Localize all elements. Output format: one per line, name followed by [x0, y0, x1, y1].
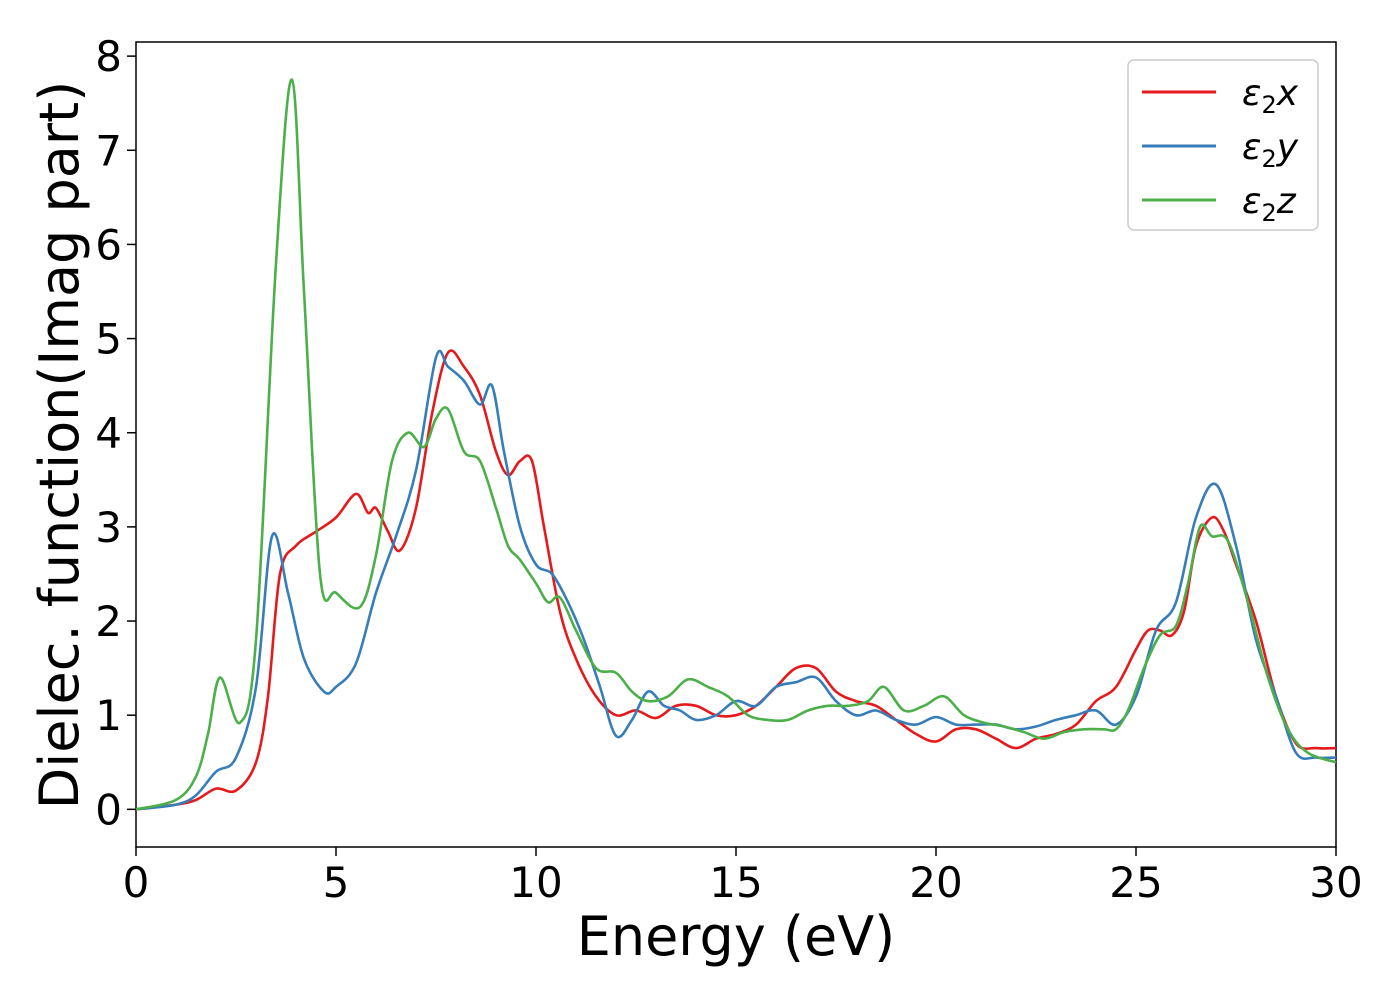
series-line-z [135, 78, 1337, 811]
x-tick-label: 25 [1109, 858, 1162, 907]
x-axis-label: Energy (eV) [577, 905, 896, 968]
x-tick-label: 10 [509, 858, 562, 907]
y-tick-label: 6 [95, 220, 122, 269]
x-tick-label: 20 [909, 858, 962, 907]
x-tick-label: 15 [709, 858, 762, 907]
series-layer [135, 78, 1337, 811]
y-tick-label: 8 [95, 32, 122, 81]
y-tick-label: 2 [95, 597, 122, 646]
series-line-y [135, 349, 1337, 811]
legend-box [1127, 59, 1319, 231]
y-tick-label: 5 [95, 315, 122, 364]
y-tick-label: 1 [95, 691, 122, 740]
y-tick-label: 3 [95, 503, 122, 552]
series-line-x [135, 349, 1337, 811]
y-tick-label: 7 [95, 126, 122, 175]
y-axis-ticks: 0 1 2 3 4 5 6 7 8 [95, 32, 136, 834]
y-tick-label: 0 [95, 785, 122, 834]
legend-label-y: ε2y [1242, 127, 1299, 173]
x-tick-label: 30 [1309, 858, 1362, 907]
y-tick-label: 4 [95, 409, 122, 458]
y-axis-label: Dielec. function(Imag part) [28, 81, 91, 810]
x-tick-label: 0 [123, 858, 150, 907]
legend-label-x: ε2x [1242, 73, 1299, 119]
x-axis-ticks: 0 5 10 15 20 25 30 [123, 847, 1363, 907]
legend-label-z: ε2z [1242, 181, 1297, 227]
x-tick-label: 5 [323, 858, 350, 907]
legend: ε2x ε2y ε2z [1127, 59, 1319, 231]
